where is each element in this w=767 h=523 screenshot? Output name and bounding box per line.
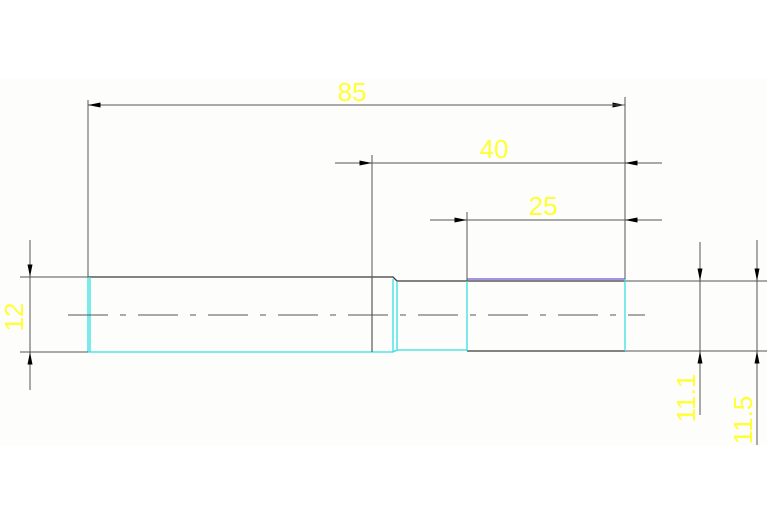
dim-85-label: 85 — [338, 77, 367, 107]
dim-11-5-label: 11.5 — [728, 396, 758, 445]
dimension-lines — [20, 97, 760, 445]
dim-40-label: 40 — [480, 134, 509, 164]
dim-25-label: 25 — [529, 191, 558, 221]
shaft-outline — [87, 276, 767, 353]
dim-12-label: 12 — [0, 303, 29, 332]
drawing-area — [0, 78, 767, 445]
dim-11-1-label: 11.1 — [671, 374, 701, 423]
